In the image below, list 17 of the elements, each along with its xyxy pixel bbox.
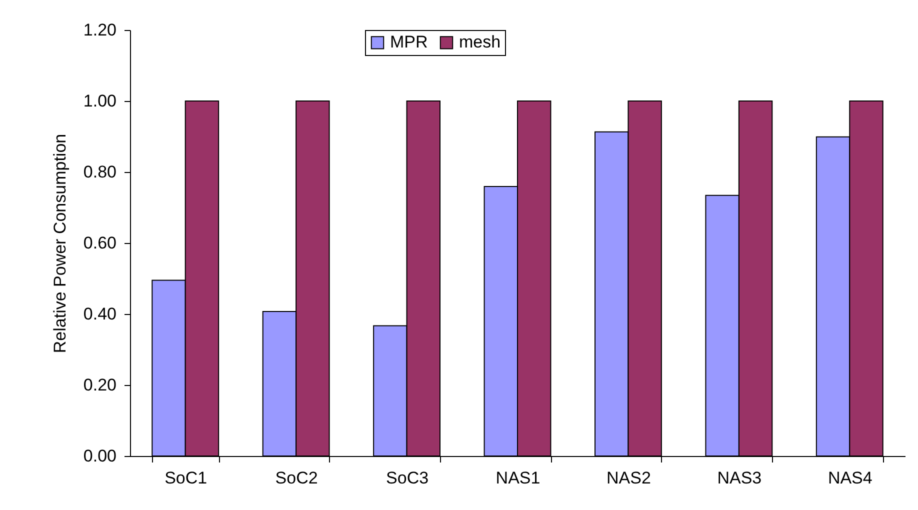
legend-label: mesh [459,32,501,52]
y-tick-label: 0.80 [83,162,116,182]
y-tick-label: 1.00 [83,92,116,110]
y-tick-label: 0.00 [83,446,116,466]
y-axis-title: Relative Power Consumption [50,134,70,354]
y-tick-label: 0.40 [83,304,116,324]
x-tick-label: NAS2 [606,468,651,488]
x-tick-label: SoC3 [386,468,429,488]
x-tick-label: SoC2 [275,468,318,488]
x-tick-label: SoC1 [164,468,208,488]
x-tick-label: NAS1 [496,468,540,488]
y-tick-label: 0.20 [83,376,116,394]
legend-label: MPR [390,32,428,52]
y-tick-label: 0.60 [83,234,116,252]
x-tick-label: NAS3 [717,468,762,488]
x-tick-label: NAS4 [828,468,872,488]
y-tick-label: 1.20 [83,20,116,40]
